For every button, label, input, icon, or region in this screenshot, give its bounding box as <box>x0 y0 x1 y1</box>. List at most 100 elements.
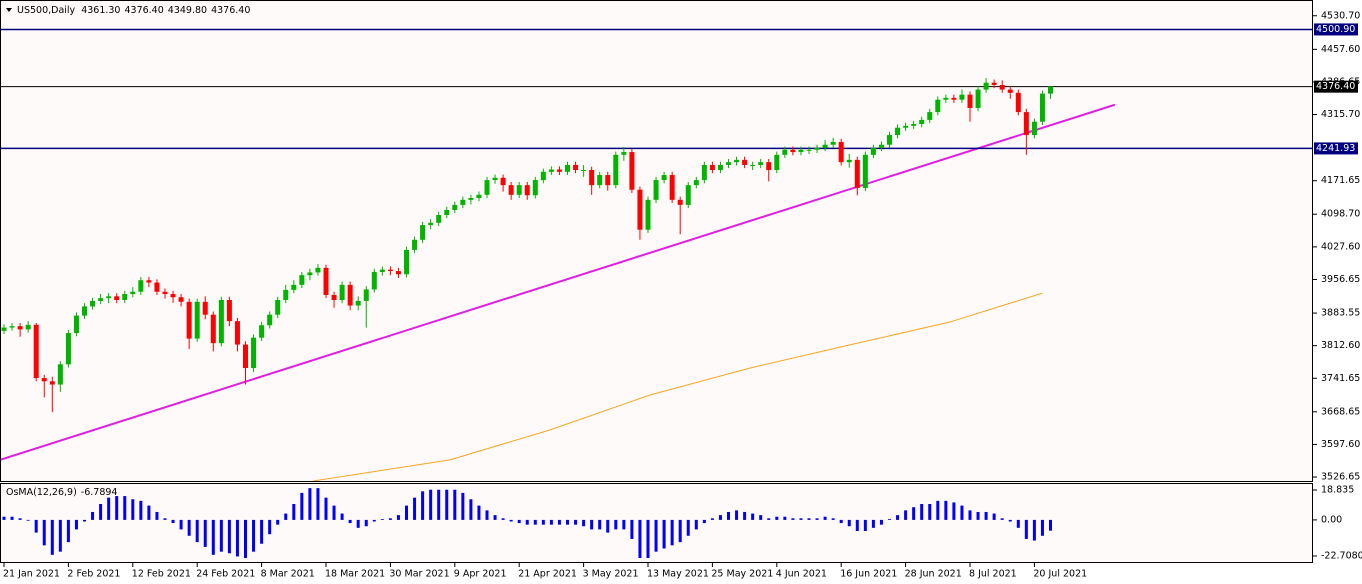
osma-bar <box>541 519 545 525</box>
osma-bar <box>453 489 457 520</box>
y-tick-label: 4315.70 <box>1321 109 1360 120</box>
header-close: 4376.40 <box>211 5 250 16</box>
header-high: 4376.40 <box>124 5 163 16</box>
candle-body <box>870 147 876 155</box>
osma-bar <box>18 518 22 520</box>
osma-bar <box>235 519 239 557</box>
osma-bar <box>1000 518 1004 520</box>
osma-bar <box>751 513 755 520</box>
indicator-tick-label: -22.7080 <box>1321 550 1362 561</box>
candle-body <box>629 152 635 190</box>
candle-body <box>911 124 917 126</box>
price-label: 4500.90 <box>1316 24 1355 35</box>
candle-body <box>548 169 554 172</box>
moving-average <box>313 292 1043 481</box>
osma-bar <box>670 519 674 546</box>
y-tick-label: 3526.65 <box>1321 472 1360 483</box>
osma-bar <box>356 519 360 528</box>
candle-body <box>307 272 313 276</box>
candle-body <box>532 180 538 196</box>
candle-body <box>790 149 796 153</box>
candle-body <box>154 282 160 292</box>
candle-body <box>363 289 369 301</box>
candle-body <box>98 298 104 301</box>
x-tick-label: 2 Feb 2021 <box>67 569 120 580</box>
candle-body <box>194 301 200 339</box>
candle-body <box>218 299 224 344</box>
osma-bar <box>372 519 376 522</box>
candle-body <box>774 154 780 170</box>
candle-body <box>524 185 530 196</box>
candle-body <box>782 149 788 155</box>
candle-body <box>1 327 7 331</box>
candle-body <box>597 175 603 186</box>
candle-body <box>251 337 257 368</box>
osma-bar <box>461 492 465 520</box>
osma-bar <box>1040 519 1044 536</box>
header: US500,Daily 4361.30 4376.40 4349.80 4376.40 <box>17 5 250 16</box>
y-tick-label: 3741.65 <box>1321 373 1360 384</box>
osma-bar <box>10 516 14 520</box>
candle-body <box>41 378 47 382</box>
osma-bar <box>405 505 408 520</box>
osma-bar <box>807 518 811 520</box>
candle-body <box>999 84 1005 90</box>
y-tick-label: 3597.60 <box>1321 439 1360 450</box>
candle-body <box>17 326 23 330</box>
y-tick-label: 3668.65 <box>1321 406 1360 417</box>
osma-bar <box>743 511 747 520</box>
osma-bar <box>477 505 481 520</box>
osma-bar <box>348 519 352 524</box>
candle-body <box>371 271 377 290</box>
candle-body <box>581 169 587 171</box>
price-label-box <box>1314 142 1358 155</box>
x-tick-label: 18 Mar 2021 <box>325 569 385 580</box>
candle-body <box>887 135 892 145</box>
candle-body <box>943 97 949 100</box>
osma-bar <box>855 519 859 532</box>
candle-body <box>395 271 401 275</box>
osma-bar <box>831 518 835 520</box>
indicator-name: OsMA(12,26,9) <box>6 487 77 498</box>
osma-bar <box>928 504 932 520</box>
candle-body <box>202 301 208 315</box>
osma-bar <box>244 519 247 559</box>
candle-body <box>476 194 482 199</box>
osma-bar <box>976 511 980 520</box>
candle-body <box>267 314 273 326</box>
indicator-label: OsMA(12,26,9) -6.7894 <box>6 487 117 498</box>
x-tick-label: 24 Feb 2021 <box>196 569 255 580</box>
candle-body <box>379 269 385 272</box>
candle-body <box>436 215 442 223</box>
osma-bar <box>662 519 666 549</box>
candle-body <box>895 127 901 136</box>
osma-bar <box>284 513 288 520</box>
y-tick-label: 4171.65 <box>1321 175 1360 186</box>
candle-body <box>90 300 96 307</box>
osma-bar <box>871 519 875 528</box>
osma-bar <box>300 492 304 520</box>
osma-bar <box>179 519 183 530</box>
candle-body <box>903 125 909 128</box>
x-tick-label: 12 Feb 2021 <box>132 569 191 580</box>
x-tick-label: 30 Mar 2021 <box>389 569 449 580</box>
candle-body <box>259 325 265 338</box>
header-low: 4349.80 <box>168 5 207 16</box>
x-tick-label: 28 Jun 2021 <box>905 569 962 580</box>
osma-bar <box>227 519 231 554</box>
osma-bar <box>123 496 127 520</box>
candle-body <box>726 162 731 165</box>
candle-body <box>758 162 764 165</box>
candle-body <box>822 144 828 148</box>
candle-body <box>919 119 925 125</box>
axes: 4530.704457.604386.654315.704171.654098.… <box>3 10 1362 579</box>
candle-body <box>814 147 820 150</box>
osma-bar <box>388 518 392 520</box>
candle-body <box>1015 92 1021 113</box>
osma-bar <box>533 519 537 525</box>
candle-body <box>339 284 345 300</box>
candle-body <box>967 94 973 108</box>
candle-body <box>404 249 409 275</box>
candle-body <box>661 175 667 181</box>
